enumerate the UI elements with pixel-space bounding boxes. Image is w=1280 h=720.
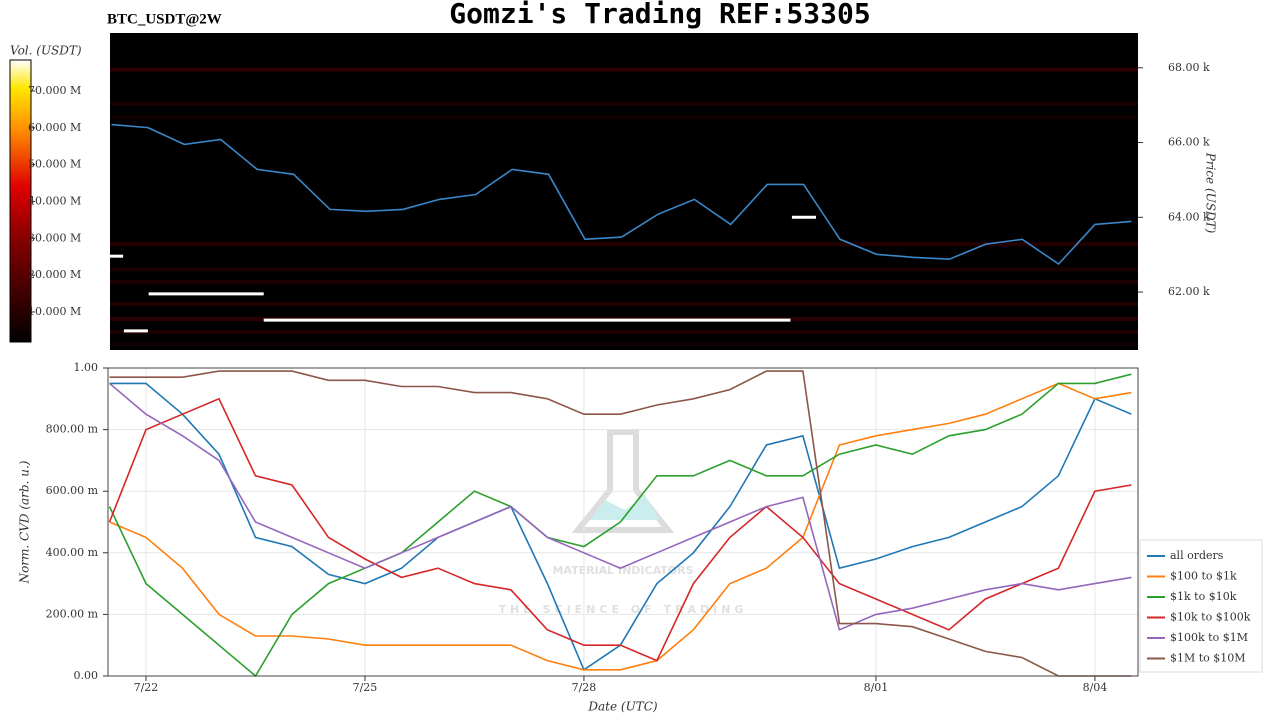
x-tick-label: 8/04 bbox=[1083, 681, 1108, 694]
watermark-icon bbox=[571, 429, 675, 533]
colorbar-tick-label: 60.000 M bbox=[28, 121, 81, 134]
plot-frame bbox=[107, 367, 1139, 677]
heatmap-band bbox=[110, 242, 1138, 247]
legend-label: all orders bbox=[1170, 549, 1224, 562]
y-tick-label: 400.00 m bbox=[46, 546, 99, 559]
colorbar-tick-label: 20.000 M bbox=[28, 268, 81, 281]
y-tick-label: 600.00 m bbox=[46, 484, 99, 497]
x-axis-label: Date (UTC) bbox=[587, 700, 657, 714]
flask bbox=[571, 429, 675, 533]
legend-label: $100k to $1M bbox=[1170, 631, 1248, 644]
heatmap-band bbox=[110, 342, 1138, 347]
line bbox=[109, 370, 1132, 677]
line bbox=[109, 382, 1132, 672]
heatmap-band bbox=[110, 101, 1138, 106]
legend-label: $10k to $100k bbox=[1170, 611, 1251, 624]
y-tick-label: 200.00 m bbox=[46, 607, 99, 620]
price-axis-label: Price (USDT) bbox=[1204, 152, 1218, 234]
legend bbox=[1139, 539, 1263, 673]
subtitle: BTC_USDT@2W bbox=[107, 11, 222, 27]
title: Gomzi's Trading REF:53305 bbox=[449, 0, 870, 30]
y-tick-label: 1.00 bbox=[74, 361, 99, 374]
y-tick-label: 62.00 k bbox=[1168, 285, 1210, 298]
heatmap-band bbox=[110, 267, 1138, 272]
legend-label: $100 to $1k bbox=[1170, 570, 1237, 583]
heatmap-band bbox=[110, 115, 1138, 120]
heatmap-band bbox=[110, 279, 1138, 284]
line bbox=[108, 382, 1132, 631]
y-tick-label: 68.00 k bbox=[1168, 61, 1210, 74]
line bbox=[108, 373, 1132, 678]
colorbar-label: Vol. (USDT) bbox=[10, 44, 82, 58]
x-tick-label: 7/28 bbox=[572, 681, 597, 694]
line bbox=[111, 123, 1132, 266]
legend-label: $1M to $10M bbox=[1170, 652, 1246, 665]
x-tick-label: 7/25 bbox=[353, 681, 378, 694]
colorbar-tick-label: 50.000 M bbox=[28, 158, 81, 171]
price-plot-bg bbox=[110, 33, 1138, 350]
heatmap-band bbox=[110, 67, 1138, 72]
flask-liquid bbox=[590, 495, 660, 520]
y-tick-label: 0.00 bbox=[74, 669, 99, 682]
x-tick-label: 8/01 bbox=[864, 681, 889, 694]
colorbar-tick-label: 40.000 M bbox=[28, 194, 81, 207]
heatmap-band bbox=[110, 302, 1138, 307]
y-tick-label: 800.00 m bbox=[46, 423, 99, 436]
heatmap-band bbox=[110, 330, 1138, 335]
x-tick-label: 7/22 bbox=[134, 681, 159, 694]
line bbox=[109, 382, 1132, 671]
y-axis-label: Norm. CVD (arb. u.) bbox=[18, 460, 32, 584]
y-tick-label: 66.00 k bbox=[1168, 136, 1210, 149]
y-tick-label: 64.00 k bbox=[1168, 210, 1210, 223]
line bbox=[108, 397, 1132, 662]
legend-label: $1k to $10k bbox=[1170, 590, 1237, 603]
colorbar-tick-label: 70.000 M bbox=[28, 84, 81, 97]
colorbar-tick-label: 10.000 M bbox=[28, 305, 81, 318]
colorbar-tick-label: 30.000 M bbox=[28, 231, 81, 244]
watermark: MATERIAL INDICATORS bbox=[552, 564, 693, 577]
